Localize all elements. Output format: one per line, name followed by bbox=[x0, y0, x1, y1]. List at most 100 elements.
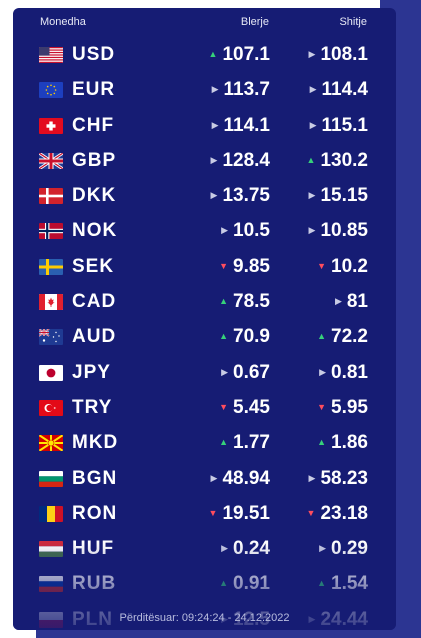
buy-rate: ▶ 0.67 bbox=[221, 362, 270, 384]
currency-code: EUR bbox=[72, 79, 116, 101]
trend-flat-icon: ▶ bbox=[221, 543, 229, 554]
buy-rate: ▲ 107.1 bbox=[209, 44, 270, 66]
currency-code: MKD bbox=[72, 432, 119, 454]
sell-rate-value: 58.23 bbox=[320, 467, 368, 489]
trend-flat-icon: ▶ bbox=[210, 472, 218, 483]
hu-flag-icon bbox=[39, 541, 63, 558]
buy-rate-value: 113.7 bbox=[223, 79, 271, 101]
sell-rate-value: 1.54 bbox=[331, 573, 368, 595]
tr-flag-icon bbox=[39, 399, 63, 416]
currency-code: GBP bbox=[72, 149, 117, 171]
rate-row-huf: HUF ▶ 0.24 ▶ 0.29 bbox=[13, 532, 396, 567]
currency-code: TRY bbox=[72, 396, 113, 418]
trend-up-icon: ▲ bbox=[317, 437, 327, 448]
sell-rate-value: 10.85 bbox=[320, 220, 368, 242]
currency-code: AUD bbox=[72, 326, 117, 348]
rate-row-sek: SEK ▼ 9.85 ▼ 10.2 bbox=[13, 250, 396, 285]
sell-rate: ▲ 1.86 bbox=[317, 432, 368, 454]
buy-rate: ▼ 9.85 bbox=[219, 256, 270, 278]
currency-code: RON bbox=[72, 502, 118, 524]
trend-flat-icon: ▶ bbox=[319, 543, 327, 554]
rate-row-cad: CAD ▲ 78.5 ▶ 81 bbox=[13, 285, 396, 320]
rate-row-nok: NOK ▶ 10.5 ▶ 10.85 bbox=[13, 214, 396, 249]
trend-up-icon: ▲ bbox=[219, 296, 229, 307]
sell-rate: ▼ 5.95 bbox=[317, 397, 368, 419]
sell-rate: ▶ 15.15 bbox=[309, 185, 368, 207]
currency-code: DKK bbox=[72, 185, 117, 207]
sell-rate: ▶ 108.1 bbox=[309, 44, 368, 66]
trend-flat-icon: ▶ bbox=[309, 84, 317, 95]
buy-rate: ▶ 13.75 bbox=[211, 185, 270, 207]
trend-flat-icon: ▶ bbox=[308, 472, 316, 483]
sell-rate-value: 130.2 bbox=[320, 149, 368, 171]
trend-flat-icon: ▶ bbox=[210, 190, 218, 201]
buy-rate: ▲ 78.5 bbox=[219, 291, 270, 313]
trend-down-icon: ▼ bbox=[208, 507, 218, 518]
exchange-rates-panel: Monedha Blerje Shitje USD ▲ 107.1 ▶ 108.1 EUR… bbox=[13, 8, 396, 630]
buy-rate-value: 5.45 bbox=[233, 396, 270, 418]
trend-down-icon: ▼ bbox=[219, 401, 229, 412]
sell-rate-value: 1.86 bbox=[331, 432, 368, 454]
trend-down-icon: ▼ bbox=[219, 260, 229, 271]
trend-up-icon: ▲ bbox=[208, 49, 218, 59]
currency-code: JPY bbox=[72, 361, 111, 383]
bg-flag-icon bbox=[39, 470, 63, 487]
rate-row-aud: AUD ▲ 70.9 ▲ 72.2 bbox=[13, 320, 396, 355]
buy-rate: ▶ 128.4 bbox=[211, 150, 270, 172]
buy-rate-value: 10.5 bbox=[233, 220, 270, 242]
ch-flag-icon bbox=[39, 117, 63, 134]
trend-flat-icon: ▶ bbox=[319, 366, 327, 377]
sell-rate: ▼ 10.2 bbox=[317, 256, 368, 278]
trend-down-icon: ▼ bbox=[317, 401, 327, 412]
gb-flag-icon bbox=[39, 152, 63, 169]
buy-rate: ▲ 0.91 bbox=[219, 573, 270, 595]
rate-row-ron: RON ▼ 19.51 ▼ 23.18 bbox=[13, 497, 396, 532]
buy-rate: ▼ 5.45 bbox=[219, 397, 270, 419]
buy-rate-value: 78.5 bbox=[233, 291, 270, 313]
buy-rate-value: 13.75 bbox=[222, 185, 270, 207]
dk-flag-icon bbox=[39, 188, 63, 205]
eu-flag-icon bbox=[39, 82, 63, 99]
ca-flag-icon bbox=[39, 294, 63, 311]
jp-flag-icon bbox=[39, 364, 63, 381]
buy-rate: ▲ 70.9 bbox=[219, 326, 270, 348]
sell-rate: ▶ 10.85 bbox=[309, 220, 368, 242]
buy-rate-value: 48.94 bbox=[222, 467, 270, 489]
currency-code: RUB bbox=[72, 573, 117, 595]
sell-rate-value: 10.2 bbox=[331, 255, 368, 277]
sell-rate-value: 0.81 bbox=[331, 361, 368, 383]
trend-up-icon: ▲ bbox=[219, 437, 229, 448]
sell-rate: ▶ 0.29 bbox=[319, 538, 368, 560]
currency-code: CAD bbox=[72, 291, 117, 313]
sell-rate-value: 15.15 bbox=[320, 185, 368, 207]
buy-rate: ▶ 0.24 bbox=[221, 538, 270, 560]
buy-rate-value: 107.1 bbox=[222, 44, 270, 65]
sell-rate: ▶ 115.1 bbox=[310, 115, 368, 137]
table-header: Monedha Blerje Shitje bbox=[13, 16, 396, 36]
rate-row-rub: RUB ▲ 0.91 ▲ 1.54 bbox=[13, 567, 396, 602]
currency-code: NOK bbox=[72, 220, 118, 242]
rate-row-gbp: GBP ▶ 128.4 ▲ 130.2 bbox=[13, 144, 396, 179]
buy-rate: ▶ 48.94 bbox=[211, 468, 270, 490]
currency-code: CHF bbox=[72, 114, 115, 136]
rate-row-try: TRY ▼ 5.45 ▼ 5.95 bbox=[13, 391, 396, 426]
trend-up-icon: ▲ bbox=[317, 578, 327, 589]
sell-rate-value: 0.29 bbox=[331, 538, 368, 560]
buy-rate-value: 0.91 bbox=[233, 573, 270, 595]
buy-rate-value: 0.67 bbox=[233, 361, 270, 383]
sell-rate-value: 108.1 bbox=[320, 44, 368, 65]
sell-rate: ▶ 114.4 bbox=[310, 79, 368, 101]
sell-rate-value: 23.18 bbox=[320, 502, 368, 524]
sell-rate-value: 81 bbox=[346, 291, 368, 313]
trend-flat-icon: ▶ bbox=[309, 119, 317, 130]
sell-rate: ▶ 58.23 bbox=[309, 468, 368, 490]
trend-up-icon: ▲ bbox=[306, 154, 316, 165]
no-flag-icon bbox=[39, 223, 63, 240]
sell-rate: ▶ 0.81 bbox=[319, 362, 368, 384]
buy-rate-value: 70.9 bbox=[233, 326, 270, 348]
se-flag-icon bbox=[39, 258, 63, 275]
sell-rate-value: 114.4 bbox=[321, 79, 369, 101]
sell-rate-value: 115.1 bbox=[321, 114, 369, 136]
sell-rate: ▲ 72.2 bbox=[317, 326, 368, 348]
last-updated-text: Përditësuar: 09:24:24 - 24.12.2022 bbox=[119, 612, 290, 624]
